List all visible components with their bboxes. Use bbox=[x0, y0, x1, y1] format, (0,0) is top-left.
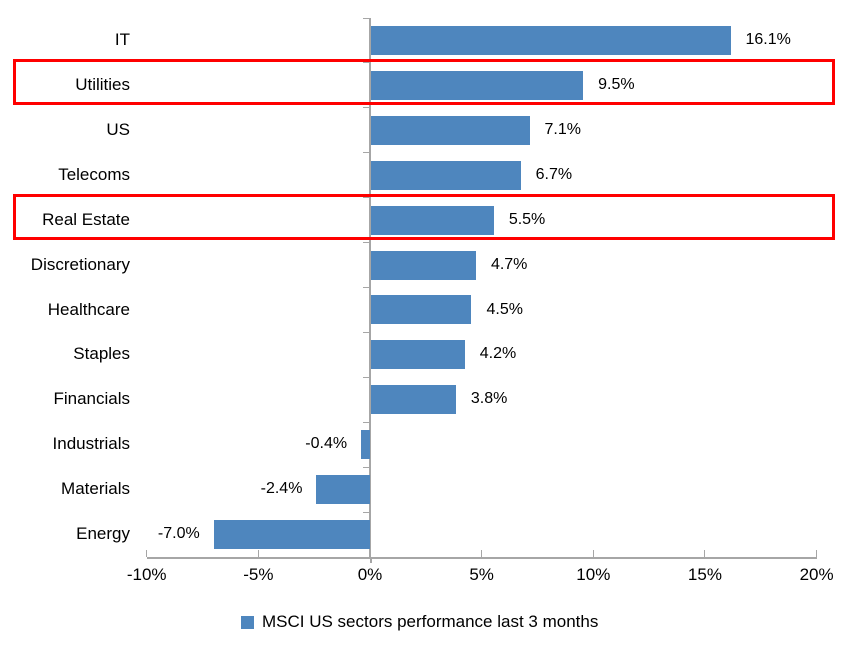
value-label: 7.1% bbox=[544, 120, 581, 138]
category-label: Industrials bbox=[52, 434, 130, 454]
bar bbox=[371, 70, 584, 100]
highlight-box-utilities bbox=[13, 58, 835, 105]
bar bbox=[371, 340, 465, 370]
category-label: Energy bbox=[76, 524, 130, 544]
bar bbox=[371, 295, 472, 325]
y-axis-tick bbox=[363, 287, 369, 288]
value-label: 4.2% bbox=[479, 345, 517, 363]
x-axis-label: 5% bbox=[469, 565, 494, 584]
y-axis-tick bbox=[363, 17, 369, 19]
value-label: -2.4% bbox=[260, 480, 303, 498]
bar bbox=[316, 475, 370, 505]
bar bbox=[371, 25, 731, 55]
x-axis-label: 20% bbox=[799, 565, 834, 584]
bar bbox=[371, 250, 476, 280]
x-axis-tick bbox=[704, 550, 706, 557]
value-label: 4.5% bbox=[486, 300, 523, 318]
category-label: Materials bbox=[61, 479, 130, 499]
value-label: 9.5% bbox=[598, 75, 635, 93]
value-label: 4.7% bbox=[490, 255, 528, 273]
x-axis-label: 0% bbox=[357, 565, 383, 584]
x-axis-label: 10% bbox=[576, 565, 611, 584]
x-axis-tick bbox=[146, 550, 148, 557]
bar bbox=[371, 205, 494, 235]
legend: MSCI US sectors performance last 3 month… bbox=[241, 612, 598, 632]
bar bbox=[371, 160, 521, 190]
x-axis-tick bbox=[257, 550, 259, 557]
x-axis-label: -5% bbox=[243, 565, 274, 584]
legend-swatch-icon bbox=[241, 615, 254, 629]
x-axis-label: 15% bbox=[687, 565, 722, 584]
y-axis-tick bbox=[363, 242, 369, 244]
x-axis-label: -10% bbox=[126, 565, 167, 584]
y-axis-tick bbox=[363, 331, 369, 333]
y-axis-tick bbox=[363, 152, 369, 154]
bar bbox=[371, 385, 456, 415]
category-label: Telecoms bbox=[58, 164, 130, 184]
y-axis-tick bbox=[363, 466, 369, 468]
value-label: 5.5% bbox=[508, 210, 546, 228]
value-label: 6.7% bbox=[535, 165, 573, 183]
category-label: Discretionary bbox=[30, 254, 130, 274]
y-axis bbox=[369, 18, 371, 557]
value-label: -0.4% bbox=[305, 435, 348, 453]
bar bbox=[361, 430, 370, 460]
x-axis-tick bbox=[481, 550, 483, 557]
y-axis-tick bbox=[363, 62, 369, 64]
category-label: Real Estate bbox=[42, 209, 130, 229]
value-label: -7.0% bbox=[157, 525, 200, 543]
y-axis-tick bbox=[363, 421, 369, 423]
y-axis-tick bbox=[363, 107, 369, 109]
y-axis-tick bbox=[363, 511, 369, 513]
bar bbox=[213, 520, 370, 550]
category-label: Utilities bbox=[75, 74, 130, 94]
y-axis-tick bbox=[363, 197, 369, 199]
value-label: 16.1% bbox=[745, 31, 791, 48]
x-axis-tick bbox=[816, 550, 818, 557]
x-axis-tick bbox=[592, 550, 594, 557]
category-label: IT bbox=[114, 30, 130, 49]
highlight-box-real-estate bbox=[13, 193, 835, 240]
value-label: 3.8% bbox=[470, 390, 508, 408]
category-label: US bbox=[106, 119, 130, 139]
category-label: Financials bbox=[53, 389, 130, 409]
category-label: Healthcare bbox=[47, 299, 130, 319]
x-axis bbox=[146, 557, 817, 559]
category-label: Staples bbox=[73, 344, 130, 364]
bar bbox=[371, 115, 530, 145]
y-axis-tick bbox=[363, 376, 369, 378]
legend-label: MSCI US sectors performance last 3 month… bbox=[262, 612, 599, 631]
x-axis-tick bbox=[369, 559, 372, 563]
